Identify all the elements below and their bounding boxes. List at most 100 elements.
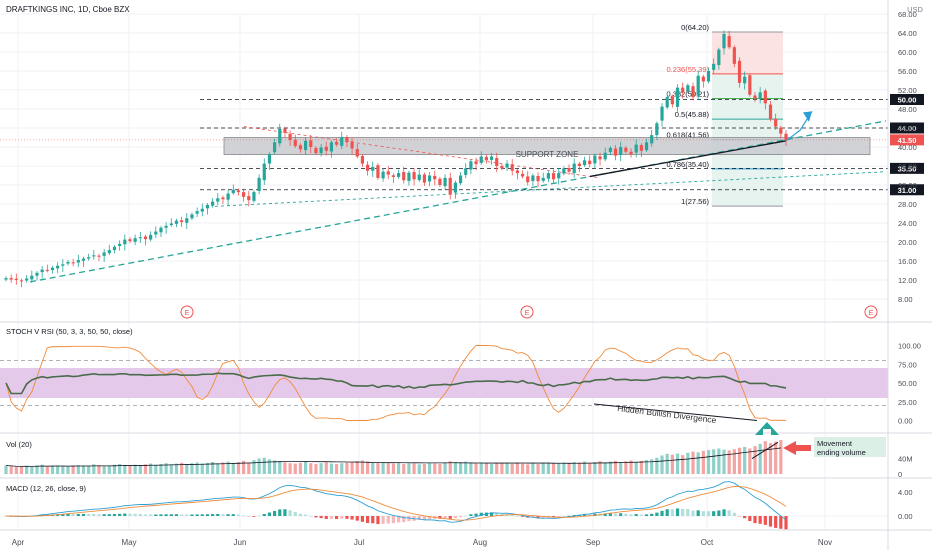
candle-body bbox=[505, 163, 509, 168]
candle-body bbox=[603, 152, 607, 160]
volume-bar bbox=[355, 461, 359, 474]
macd-histogram-bar bbox=[128, 513, 132, 516]
candle bbox=[572, 158, 576, 178]
divergence-line bbox=[593, 403, 758, 421]
candle bbox=[371, 161, 375, 177]
candle bbox=[696, 70, 700, 101]
volume-bar bbox=[396, 462, 401, 474]
chart-title: DRAFTKINGS INC, 1D, Cboe BZX bbox=[6, 5, 130, 14]
earnings-marker[interactable]: E bbox=[520, 305, 534, 319]
volume-bar bbox=[273, 460, 277, 474]
candle bbox=[737, 57, 742, 88]
candle-body bbox=[613, 148, 618, 156]
price-level-tag-label: 44.00 bbox=[898, 124, 917, 133]
volume-bar bbox=[531, 463, 535, 474]
macd-histogram-bar bbox=[691, 510, 695, 516]
macd-histogram-bar bbox=[603, 513, 607, 516]
candle bbox=[613, 144, 618, 161]
volume-bar bbox=[159, 463, 163, 474]
macd-histogram-bar bbox=[205, 514, 210, 516]
candle-body bbox=[195, 211, 199, 214]
candle-body bbox=[278, 128, 282, 144]
macd-histogram-bar bbox=[665, 509, 669, 516]
earnings-marker[interactable]: E bbox=[864, 305, 878, 319]
candle bbox=[314, 146, 318, 156]
candle-body bbox=[422, 174, 427, 183]
candle bbox=[582, 156, 587, 167]
candle bbox=[45, 264, 49, 273]
candle bbox=[686, 83, 690, 94]
candle bbox=[510, 158, 514, 176]
volume-note-box bbox=[814, 437, 886, 457]
volume-bar bbox=[619, 462, 623, 474]
volume-bar bbox=[520, 463, 525, 474]
candle bbox=[598, 152, 602, 166]
candle-body bbox=[670, 96, 674, 105]
price-tick-label: 68.00 bbox=[898, 10, 917, 19]
volume-bar bbox=[76, 465, 80, 474]
volume-bar bbox=[128, 465, 132, 474]
candle-body bbox=[438, 178, 442, 185]
rsi-line bbox=[5, 372, 787, 395]
macd-histogram-bar bbox=[267, 512, 272, 516]
macd-histogram-bar bbox=[97, 514, 101, 516]
candle bbox=[479, 151, 483, 165]
macd-histogram-bar bbox=[675, 508, 680, 516]
candle-body bbox=[577, 163, 581, 166]
candle-body bbox=[458, 175, 463, 184]
candle bbox=[118, 240, 122, 251]
candle bbox=[14, 273, 18, 285]
rsi-tick-label: 25.00 bbox=[898, 398, 917, 407]
macd-histogram-bar bbox=[624, 513, 628, 516]
fib-level-label: 1(27.56) bbox=[681, 197, 709, 206]
candle-body bbox=[758, 92, 762, 99]
volume-bar bbox=[634, 461, 638, 474]
macd-histogram-bar bbox=[732, 512, 736, 516]
volume-bar bbox=[391, 463, 396, 474]
candle bbox=[427, 171, 432, 187]
currency-label[interactable]: USD bbox=[907, 5, 923, 14]
macd-histogram-bar bbox=[588, 514, 592, 516]
candle-body bbox=[61, 264, 65, 266]
macd-histogram-bar bbox=[768, 516, 773, 527]
candle bbox=[350, 137, 354, 155]
price-tick-label: 28.00 bbox=[898, 200, 917, 209]
macd-tick-label: 4.00 bbox=[898, 488, 913, 497]
candle bbox=[562, 166, 566, 176]
candle bbox=[236, 188, 241, 196]
volume-bar bbox=[417, 464, 421, 474]
candle-body bbox=[386, 171, 390, 175]
candle bbox=[309, 135, 313, 154]
candle-body bbox=[92, 255, 96, 257]
macd-histogram-bar bbox=[309, 515, 313, 517]
candle-body bbox=[257, 177, 261, 191]
candle bbox=[443, 174, 447, 190]
rsi-tick-label: 50.00 bbox=[898, 379, 917, 388]
candle-body bbox=[474, 161, 478, 165]
volume-bar bbox=[324, 462, 328, 474]
volume-bar bbox=[510, 463, 514, 474]
fib-level-label: 0.382(50.21) bbox=[666, 90, 709, 99]
candle bbox=[112, 244, 117, 254]
candle bbox=[257, 174, 261, 195]
earnings-marker[interactable]: E bbox=[180, 305, 194, 319]
macd-histogram-bar bbox=[562, 515, 566, 517]
macd-histogram-bar bbox=[774, 516, 778, 528]
volume-bar bbox=[221, 462, 225, 474]
price-tick-label: 24.00 bbox=[898, 219, 917, 228]
candle bbox=[717, 47, 721, 70]
candle-body bbox=[608, 147, 612, 152]
candle bbox=[376, 163, 380, 180]
candle bbox=[748, 73, 752, 97]
candle bbox=[701, 74, 705, 88]
volume-bar bbox=[252, 460, 256, 474]
candle bbox=[159, 225, 163, 238]
candle bbox=[727, 30, 731, 50]
volume-bar bbox=[681, 455, 685, 474]
month-label: Jul bbox=[354, 538, 364, 547]
candle bbox=[107, 244, 111, 256]
volume-bar bbox=[35, 465, 39, 474]
macd-histogram-bar bbox=[712, 511, 716, 516]
macd-histogram-bar bbox=[650, 513, 654, 516]
